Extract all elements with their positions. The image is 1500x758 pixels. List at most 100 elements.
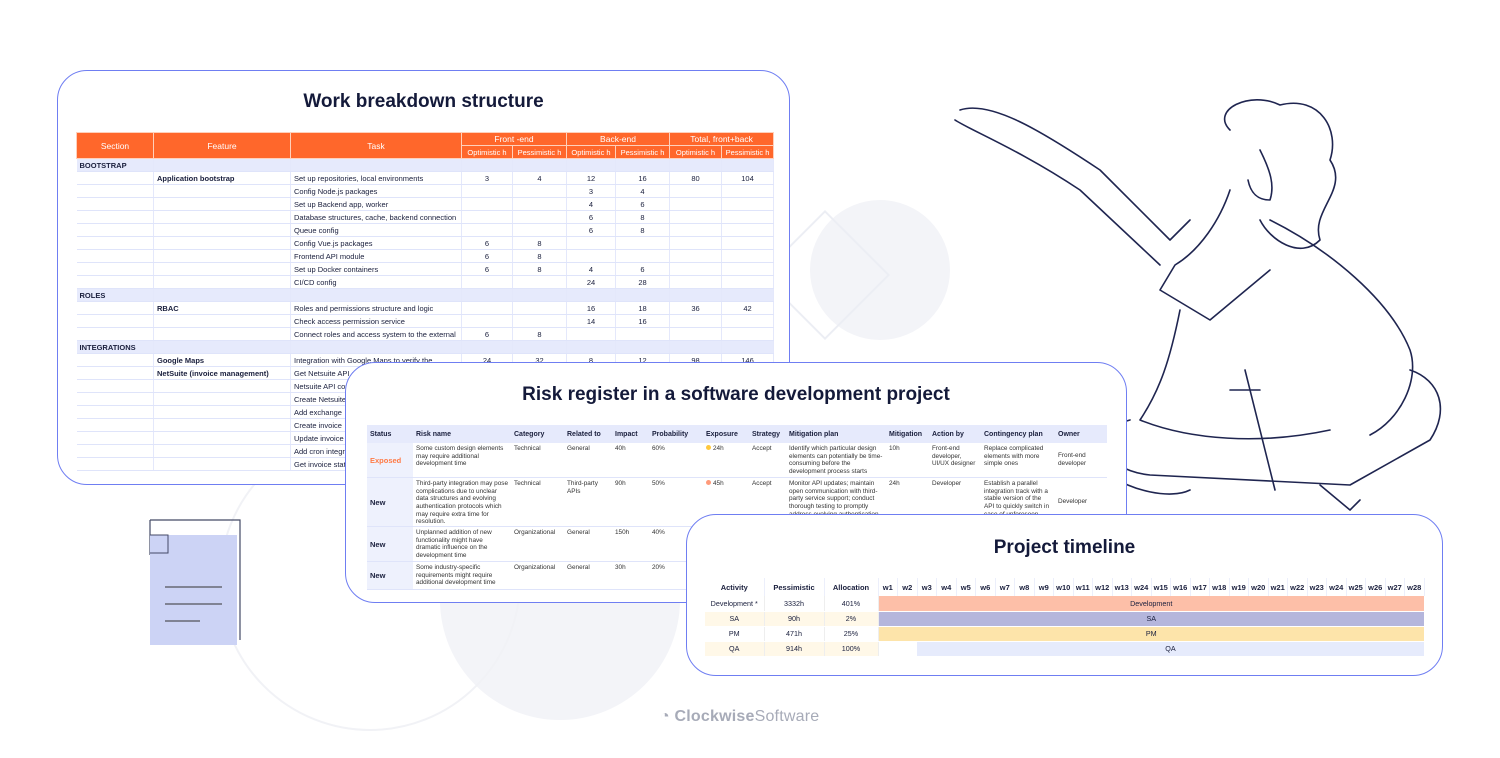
hours-cell xyxy=(669,210,723,224)
feature-cell xyxy=(153,418,291,432)
col-allocation: Allocation xyxy=(824,578,879,596)
category-cell: Technical xyxy=(511,443,564,478)
impact-cell: 150h xyxy=(612,526,649,562)
empty-cell xyxy=(615,340,671,354)
pessimistic-cell: 471h xyxy=(764,626,825,642)
hours-cell xyxy=(721,249,775,263)
feature-cell xyxy=(153,457,291,471)
feature-cell: Application bootstrap xyxy=(153,171,291,185)
col-header: Mitigation plan xyxy=(786,425,886,443)
hours-cell xyxy=(721,210,775,224)
name-text: Some custom design elements may require … xyxy=(416,445,504,468)
empty-cell xyxy=(153,158,291,172)
category-cell: Organizational xyxy=(511,561,564,590)
week-header: w28 xyxy=(1404,578,1425,596)
name-cell: Third-party integration may pose complic… xyxy=(413,477,511,527)
feature-cell xyxy=(153,405,291,419)
week-header: w7 xyxy=(995,578,1015,596)
week-header: w3 xyxy=(917,578,937,596)
hours-cell xyxy=(669,262,723,276)
hours-cell: 8 xyxy=(615,210,671,224)
table-row: Check access permission service 14 16 xyxy=(76,314,775,328)
feature-cell xyxy=(153,197,291,211)
feature-cell xyxy=(153,262,291,276)
empty-cell xyxy=(721,288,775,302)
section-name: INTEGRATIONS xyxy=(76,340,154,354)
hours-cell: 8 xyxy=(512,249,567,263)
task-cell: Set up Docker containers xyxy=(290,262,462,276)
hours-cell: 4 xyxy=(566,262,616,276)
empty-cell xyxy=(76,444,154,458)
week-header: w10 xyxy=(1053,578,1074,596)
week-header: w19 xyxy=(1229,578,1249,596)
category-text: Technical xyxy=(514,445,541,452)
col-task: Task xyxy=(290,132,462,159)
hours-cell xyxy=(461,184,513,198)
mitigation-cell: 10h xyxy=(886,443,929,478)
empty-cell xyxy=(76,379,154,393)
table-row: Queue config 6 8 xyxy=(76,223,775,237)
probability-text: 50% xyxy=(652,480,665,487)
related-text: General xyxy=(567,564,590,571)
hours-cell: 6 xyxy=(461,262,513,276)
col-total: Total, front+back xyxy=(669,132,775,146)
hours-cell xyxy=(615,327,671,341)
plan-text: Monitor API updates; maintain open commu… xyxy=(789,480,879,518)
table-row: Database structures, cache, backend conn… xyxy=(76,210,775,224)
feature-cell xyxy=(153,236,291,250)
action-text: Developer xyxy=(932,480,962,487)
hours-cell xyxy=(669,327,723,341)
empty-cell xyxy=(290,158,462,172)
category-text: Organizational xyxy=(514,564,556,571)
mitigation-text: 10h xyxy=(889,445,900,452)
probability-text: 20% xyxy=(652,564,665,571)
status-badge: New xyxy=(367,477,413,527)
empty-cell xyxy=(290,288,462,302)
empty-cell xyxy=(512,340,567,354)
hours-cell: 3 xyxy=(461,171,513,185)
hours-cell: 36 xyxy=(669,301,723,315)
hours-cell: 80 xyxy=(669,171,723,185)
empty-cell xyxy=(566,288,616,302)
hours-cell: 18 xyxy=(615,301,671,315)
week-header: w5 xyxy=(956,578,976,596)
hours-cell xyxy=(461,275,513,289)
task-cell: Frontend API module xyxy=(290,249,462,263)
impact-text: 40h xyxy=(615,445,626,452)
hours-cell xyxy=(512,223,567,237)
allocation-cell: 2% xyxy=(824,611,879,627)
hours-cell xyxy=(721,184,775,198)
activity-cell: PM xyxy=(705,626,765,642)
timeline-title: Project timeline xyxy=(993,537,1136,558)
empty-cell xyxy=(566,340,616,354)
exposure-text: 45h xyxy=(713,480,724,487)
risk-row: Exposed Some custom design elements may r… xyxy=(367,443,1107,478)
section-name: ROLES xyxy=(76,288,154,302)
empty-cell xyxy=(461,288,513,302)
col-header: Owner xyxy=(1055,425,1107,443)
table-row: Application bootstrap Set up repositories… xyxy=(76,171,775,185)
week-header: w22 xyxy=(1287,578,1308,596)
col-total-optimistic: Optimistic h xyxy=(669,145,723,159)
empty-cell xyxy=(566,158,616,172)
hours-cell: 6 xyxy=(566,223,616,237)
table-row: Set up Docker containers 6 8 4 6 xyxy=(76,262,775,276)
hours-cell: 8 xyxy=(615,223,671,237)
wbs-table: Section Feature Task Front -end Back-end Tota… xyxy=(76,132,775,471)
hours-cell xyxy=(721,223,775,237)
col-section: Section xyxy=(76,132,154,159)
col-header: Action by xyxy=(929,425,981,443)
empty-cell xyxy=(76,171,154,185)
contingency-cell: Replace complicated elements with more s… xyxy=(981,443,1055,478)
related-text: General xyxy=(567,529,590,536)
hours-cell xyxy=(512,275,567,289)
contingency-text: Establish a parallel integration track w… xyxy=(984,480,1049,518)
hours-cell: 6 xyxy=(461,249,513,263)
empty-cell xyxy=(669,288,723,302)
empty-cell xyxy=(461,158,513,172)
week-header: w4 xyxy=(936,578,957,596)
allocation-cell: 401% xyxy=(824,596,879,612)
col-header: Strategy xyxy=(749,425,786,443)
category-text: Technical xyxy=(514,480,541,487)
hours-cell: 4 xyxy=(512,171,567,185)
